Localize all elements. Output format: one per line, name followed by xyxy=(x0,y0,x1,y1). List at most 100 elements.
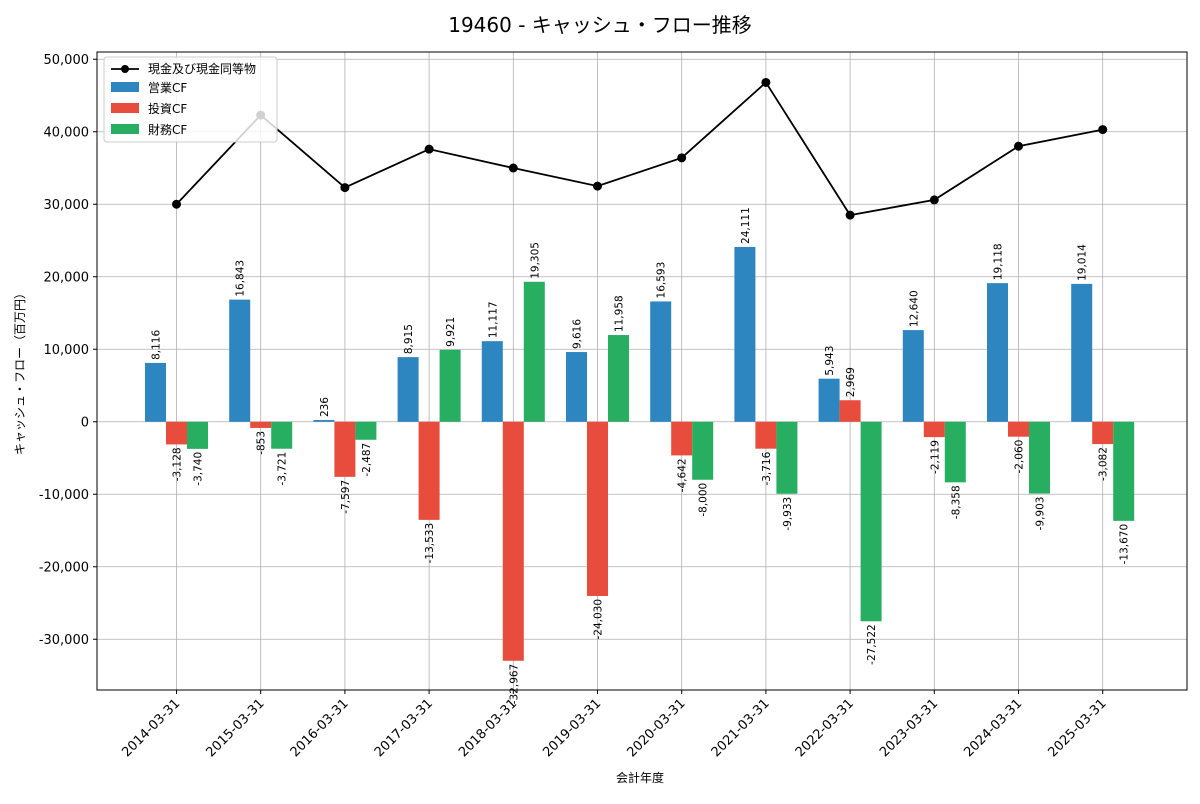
bar-operating xyxy=(313,420,335,422)
bar-investing xyxy=(923,421,945,438)
data-label: 9,921 xyxy=(445,317,457,347)
data-label: -8,358 xyxy=(950,485,962,519)
data-label: -4,642 xyxy=(677,458,689,492)
x-tick-label: 2015-03-31 xyxy=(203,696,267,760)
bar-investing xyxy=(1092,421,1114,445)
data-label: -7,597 xyxy=(340,480,352,514)
bar-financing xyxy=(1029,421,1050,494)
data-label: -3,082 xyxy=(1098,447,1110,481)
data-label: -8,000 xyxy=(698,483,710,517)
y-tick-label: 30,000 xyxy=(44,198,90,213)
data-label: -13,533 xyxy=(424,523,436,564)
bar-financing xyxy=(608,335,629,422)
legend-swatch xyxy=(111,82,139,92)
chart-title: 19460 - キャッシュ・フロー推移 xyxy=(448,13,752,37)
cash-line-marker xyxy=(845,210,855,220)
x-tick-label: 2024-03-31 xyxy=(961,696,1025,760)
bar-financing xyxy=(692,421,714,480)
legend-label: 投資CF xyxy=(148,101,187,116)
x-tick-label: 2017-03-31 xyxy=(372,696,436,760)
data-label: -2,060 xyxy=(1014,440,1026,474)
cash-line-marker xyxy=(340,183,350,193)
data-label: 2,969 xyxy=(845,367,857,397)
data-label: 9,616 xyxy=(572,319,584,349)
cash-line-marker xyxy=(677,153,687,163)
x-tick-label: 2016-03-31 xyxy=(288,696,352,760)
data-label: 236 xyxy=(319,397,331,417)
data-label: -3,716 xyxy=(761,451,773,485)
bar-operating xyxy=(397,357,419,422)
bar-investing xyxy=(755,421,777,449)
legend-line-marker xyxy=(121,65,129,73)
bar-operating xyxy=(566,352,587,422)
cash-line-marker xyxy=(929,195,939,205)
y-tick-label: -10,000 xyxy=(39,488,89,503)
data-label: -2,487 xyxy=(361,443,373,477)
x-tick-label: 2020-03-31 xyxy=(624,696,688,760)
plot-frame xyxy=(96,51,1188,691)
data-label: 16,843 xyxy=(235,260,247,297)
bar-investing xyxy=(1008,421,1029,437)
data-label: -3,128 xyxy=(172,447,184,481)
x-tick-label: 2022-03-31 xyxy=(793,696,857,760)
data-label: 5,943 xyxy=(824,346,836,376)
grid-lines xyxy=(97,52,1187,690)
data-label: 19,014 xyxy=(1077,244,1089,281)
bar-operating xyxy=(818,378,840,422)
bar-series-group xyxy=(145,246,1135,661)
y-tick-label: -20,000 xyxy=(39,560,89,575)
bar-operating xyxy=(145,362,166,422)
data-label: 19,118 xyxy=(993,243,1005,280)
bar-operating xyxy=(987,283,1008,422)
bar-investing xyxy=(334,421,356,477)
cash-line-marker xyxy=(1014,141,1023,151)
legend-swatch xyxy=(111,103,139,113)
legend-box xyxy=(103,56,278,143)
bar-operating xyxy=(650,301,672,422)
bar-operating xyxy=(1071,283,1093,422)
bar-financing xyxy=(187,421,208,449)
cash-line-marker xyxy=(172,199,181,209)
data-label: -9,933 xyxy=(782,497,794,531)
data-label: -2,119 xyxy=(929,440,941,474)
data-label: -3,740 xyxy=(193,452,205,486)
data-label: -3,721 xyxy=(277,452,289,486)
legend-label: 財務CF xyxy=(148,122,187,137)
x-tick-label: 2023-03-31 xyxy=(877,696,941,760)
bar-financing xyxy=(944,421,966,483)
bar-financing xyxy=(439,349,461,422)
legend-swatch xyxy=(111,124,139,134)
data-label: 16,593 xyxy=(656,262,668,299)
bar-financing xyxy=(1113,421,1135,521)
y-tick-label: 50,000 xyxy=(44,53,90,68)
y-tick-label: 20,000 xyxy=(44,270,90,285)
cash-line-marker xyxy=(593,181,602,191)
bar-investing xyxy=(502,421,524,661)
x-tick-label: 2025-03-31 xyxy=(1045,696,1109,760)
data-label: 8,116 xyxy=(151,330,163,360)
data-label: 11,958 xyxy=(614,295,626,332)
data-label: 19,305 xyxy=(529,242,541,279)
bar-operating xyxy=(902,330,924,422)
data-label: -9,903 xyxy=(1035,497,1047,531)
y-tick-label: -30,000 xyxy=(39,633,89,648)
y-tick-label: 40,000 xyxy=(44,125,90,140)
data-label: 11,117 xyxy=(487,301,499,338)
bar-financing xyxy=(860,421,882,622)
data-labels-group: 8,116 16,843 236 8,915 11,117 9,616 16,593 24,1… xyxy=(151,207,1131,704)
bar-financing xyxy=(776,421,798,494)
x-axis: 2014-03-31 2015-03-31 2016-03-31 2017-03-31… xyxy=(119,690,1110,760)
data-label: -853 xyxy=(256,431,268,455)
cash-line xyxy=(175,81,1103,217)
x-tick-label: 2019-03-31 xyxy=(540,696,604,760)
legend-label-cash: 現金及び現金同等物 xyxy=(148,61,256,76)
cash-line-marker xyxy=(1098,125,1108,135)
y-tick-label: 0 xyxy=(81,415,89,430)
data-label: -13,670 xyxy=(1119,524,1131,565)
x-tick-label: 2018-03-31 xyxy=(456,696,520,760)
legend-label: 営業CF xyxy=(148,81,187,95)
data-label: -32,967 xyxy=(508,664,520,705)
bar-operating xyxy=(481,341,503,422)
bar-operating xyxy=(229,299,251,422)
